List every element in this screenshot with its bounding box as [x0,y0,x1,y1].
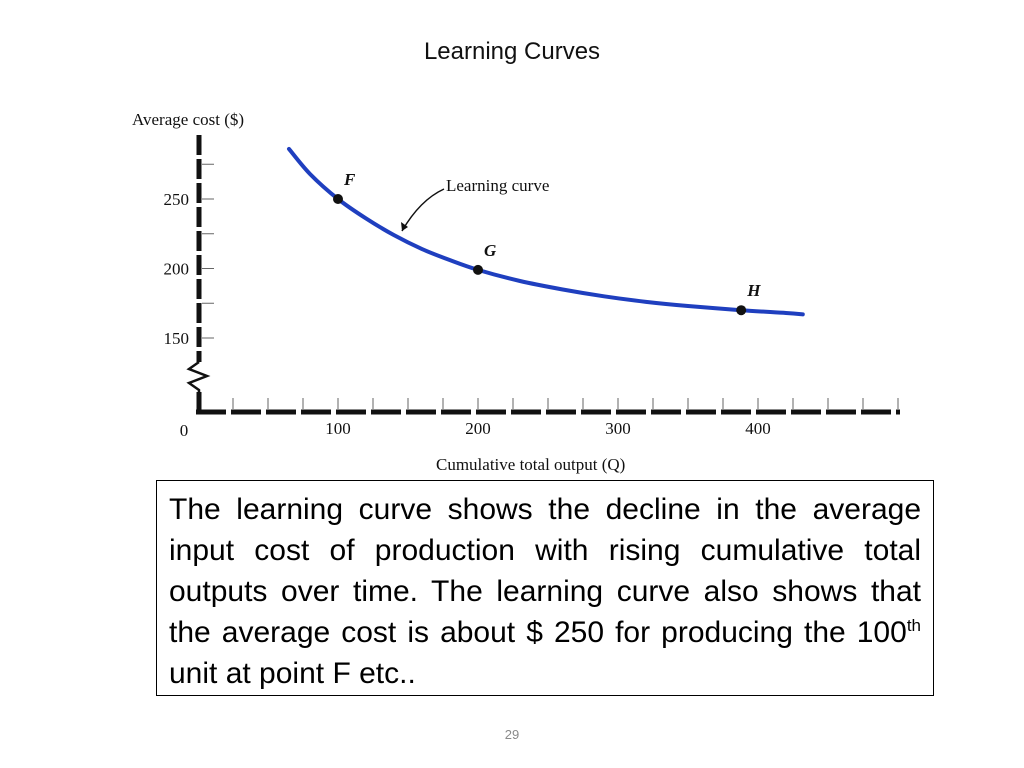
curve-label-arrowhead [401,222,408,231]
y-tick-label: 250 [164,190,190,209]
curve-label: Learning curve [446,176,549,195]
data-point-g [473,264,483,275]
point-label-g: G [484,241,497,260]
learning-curve-line [287,146,805,317]
x-tick-label: 200 [465,419,491,438]
caption-superscript: th [906,616,921,635]
data-point-h [736,305,747,316]
curve-label-arrow [401,188,445,232]
page-number: 29 [504,727,520,742]
caption-text: The learning curve shows the decline in … [169,489,921,694]
x-tick-label: 400 [745,419,771,438]
caption-box: The learning curve shows the decline in … [156,480,934,696]
x-tick-label: 300 [605,419,631,438]
caption-part-1: The learning curve shows the decline in … [169,493,921,649]
x-axis-label: Cumulative total output (Q) [436,455,625,474]
point-label-h: H [746,281,761,300]
learning-curve-chart: Average cost ($) Cumulative total output… [132,110,900,474]
point-label-f: F [343,170,356,189]
y-axis-label: Average cost ($) [132,110,244,129]
data-point-f [333,194,343,204]
slide-title: Learning Curves [423,38,601,65]
x-origin-label: 0 [180,421,189,440]
y-tick-label: 200 [164,260,190,279]
y-tick-label: 150 [164,329,190,348]
x-tick-label: 100 [325,419,351,438]
caption-part-2: unit at point F etc.. [169,657,416,690]
